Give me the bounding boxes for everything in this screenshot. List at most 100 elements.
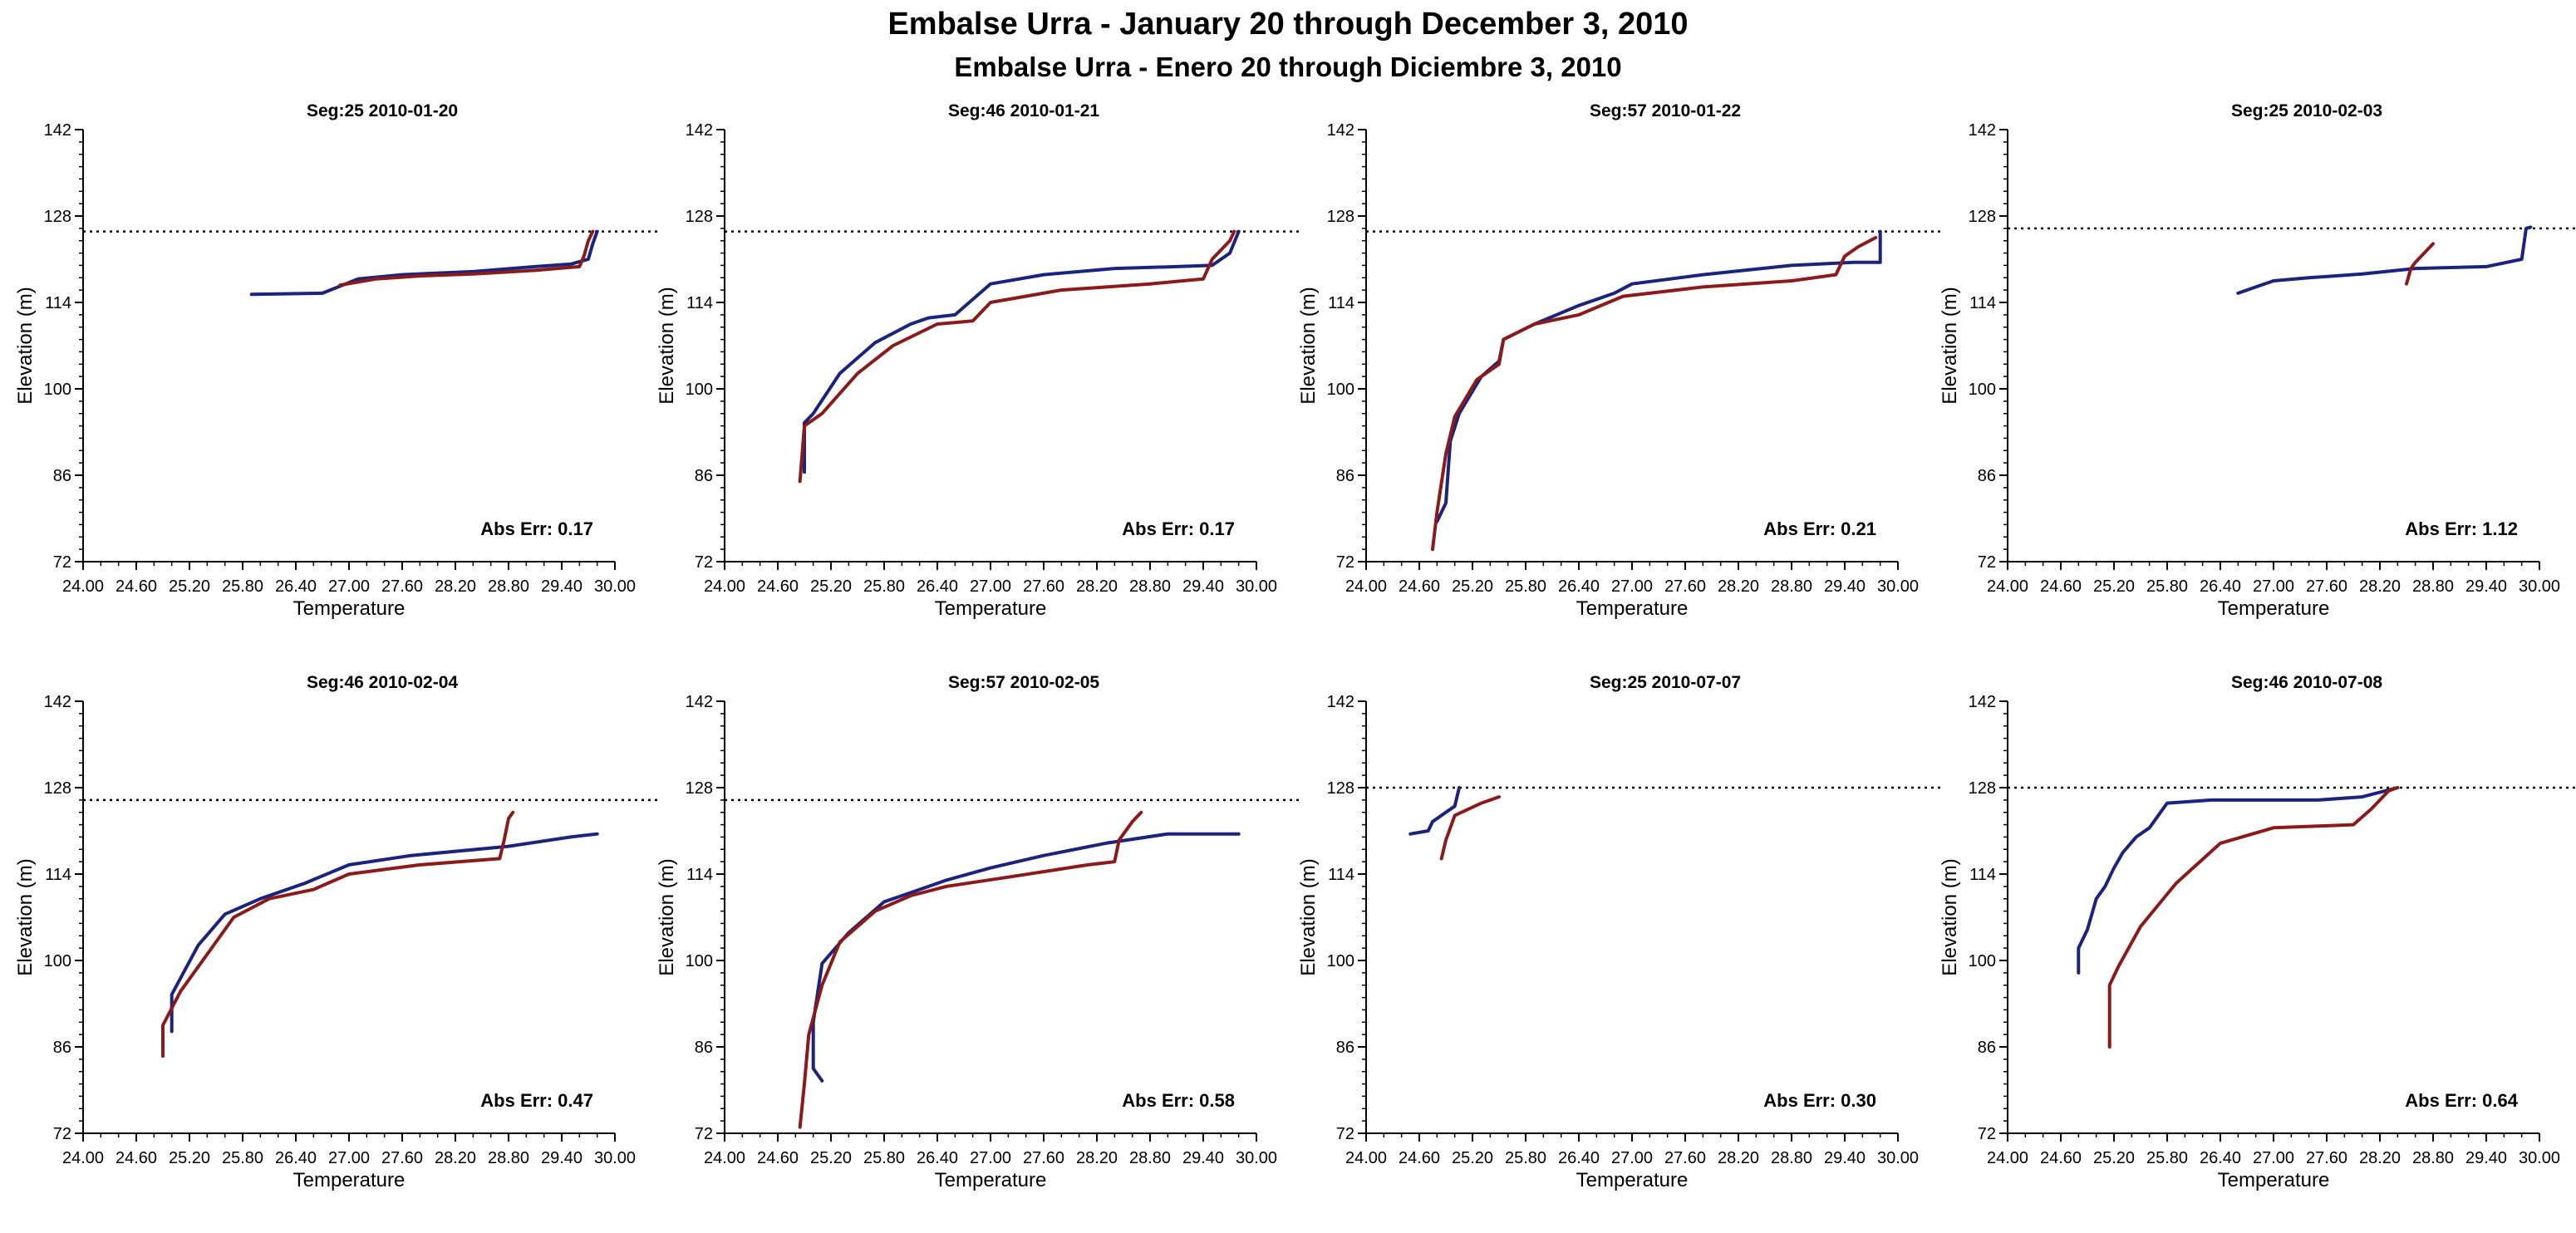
x-tick-label: 26.40 [275,577,317,596]
x-axis-label: Temperature [1576,597,1689,620]
y-tick-label: 142 [44,693,71,711]
abs-error-annotation: Abs Err: 0.64 [2405,1090,2518,1111]
x-tick-label: 28.80 [1129,577,1171,596]
x-tick-label: 27.60 [1664,1149,1706,1167]
x-tick-label: 30.00 [1877,1149,1919,1167]
series-modeled-line [2107,786,2400,1049]
y-tick-label: 142 [686,693,713,711]
panel-title: Seg:57 2010-02-05 [948,673,1099,692]
x-tick-label: 26.40 [1558,577,1600,596]
series-observed-line [1408,786,1461,836]
y-tick-label: 128 [1969,208,1996,226]
y-axis-label: Elevation (m) [1939,858,1961,975]
x-tick-label: 28.80 [2412,577,2454,596]
x-tick-label: 29.40 [1824,1149,1866,1167]
y-tick-label: 100 [1969,952,1996,970]
y-tick-label: 100 [686,952,713,970]
x-tick-label: 24.60 [116,1149,157,1167]
x-tick-label: 28.20 [435,1149,476,1167]
x-tick-label: 24.00 [704,577,745,596]
x-tick-label: 25.80 [222,577,263,596]
x-axis-label: Temperature [2218,597,2330,620]
chart-panel-1: Seg:25 2010-01-20 72 86 100 114 128 142 24.00 24… [14,101,658,620]
y-axis-label: Elevation (m) [14,858,37,975]
y-tick-label: 128 [44,208,71,226]
x-axis-label: Temperature [293,1169,406,1191]
x-tick-label: 30.00 [1236,577,1277,596]
x-axis-label: Temperature [935,1169,1047,1191]
x-tick-label: 25.20 [810,1149,852,1167]
y-tick-label: 72 [695,553,713,572]
x-tick-label: 27.00 [2253,1149,2294,1167]
x-tick-label: 24.60 [1399,1149,1440,1167]
y-tick-label: 114 [686,294,713,312]
x-tick-label: 24.00 [1987,1149,2028,1167]
y-tick-label: 114 [45,294,71,312]
x-tick-label: 25.80 [1505,577,1546,596]
y-tick-label: 100 [44,381,71,399]
x-tick-label: 30.00 [2519,577,2560,596]
y-tick-label: 114 [1328,294,1354,312]
x-tick-label: 25.80 [1505,1149,1546,1167]
chart-panel-5: Seg:46 2010-02-04 72 86 100 114 128 142 24.00 24… [14,673,658,1191]
x-tick-label: 25.80 [863,1149,905,1167]
x-tick-label: 28.80 [488,577,529,596]
x-tick-label: 24.00 [1987,577,2028,596]
x-tick-label: 27.00 [328,577,370,596]
x-tick-label: 27.60 [1023,577,1064,596]
x-tick-label: 25.20 [810,577,852,596]
x-tick-label: 27.60 [381,1149,423,1167]
panel-title: Seg:46 2010-07-08 [2231,673,2382,692]
y-axis-label: Elevation (m) [656,858,678,975]
x-tick-label: 30.00 [1236,1149,1277,1167]
x-tick-label: 29.40 [541,1149,583,1167]
x-tick-label: 28.20 [1718,1149,1759,1167]
panel-title: Seg:25 2010-07-07 [1590,673,1741,692]
abs-error-annotation: Abs Err: 0.17 [1122,518,1235,539]
x-tick-label: 24.60 [757,1149,799,1167]
x-tick-label: 30.00 [594,577,636,596]
y-tick-label: 114 [1969,866,1996,884]
series-observed-line [170,832,599,1034]
x-tick-label: 28.80 [1771,1149,1812,1167]
y-axis-label: Elevation (m) [656,287,678,404]
y-tick-label: 100 [44,952,71,970]
x-tick-label: 24.60 [757,577,799,596]
y-tick-label: 86 [1978,1039,1996,1057]
y-tick-label: 86 [1336,467,1354,485]
x-tick-label: 28.80 [1129,1149,1171,1167]
x-tick-label: 24.00 [1345,577,1387,596]
y-tick-label: 114 [45,866,71,884]
y-tick-label: 114 [686,866,713,884]
x-tick-label: 25.80 [2146,1149,2188,1167]
x-tick-label: 28.20 [1076,577,1118,596]
series-observed-line [803,229,1241,474]
y-tick-label: 72 [1978,553,1996,572]
y-tick-label: 114 [1328,866,1354,884]
x-tick-label: 27.60 [1023,1149,1064,1167]
panel-title: Seg:46 2010-02-04 [307,673,458,692]
x-tick-label: 29.40 [1824,577,1866,596]
y-tick-label: 142 [1327,693,1354,711]
x-tick-label: 25.20 [1452,1149,1493,1167]
x-tick-label: 26.40 [275,1149,317,1167]
x-tick-label: 27.00 [970,577,1011,596]
chart-panel-4: Seg:25 2010-02-03 72 86 100 114 128 142 24.00 24… [1939,101,2576,620]
chart-panel-2: Seg:46 2010-01-21 72 86 100 114 128 142 24.00 24… [656,101,1300,620]
y-tick-label: 142 [1969,121,1996,140]
chart-panel-7: Seg:25 2010-07-07 72 86 100 114 128 142 24.00 24… [1297,673,1941,1191]
x-tick-label: 28.80 [1771,577,1812,596]
abs-error-annotation: Abs Err: 1.12 [2405,518,2518,539]
x-tick-label: 30.00 [1877,577,1919,596]
x-tick-label: 25.80 [222,1149,263,1167]
x-tick-label: 24.60 [116,577,157,596]
y-tick-label: 72 [53,1125,71,1143]
x-tick-label: 27.60 [381,577,423,596]
x-tick-label: 24.60 [2040,577,2082,596]
x-tick-label: 29.40 [1182,577,1224,596]
chart-panel-3: Seg:57 2010-01-22 72 86 100 114 128 142 24.00 24… [1297,101,1941,620]
series-modeled-line [798,810,1143,1129]
x-tick-label: 24.00 [1345,1149,1387,1167]
x-tick-label: 24.60 [1399,577,1440,596]
abs-error-annotation: Abs Err: 0.47 [480,1090,593,1111]
